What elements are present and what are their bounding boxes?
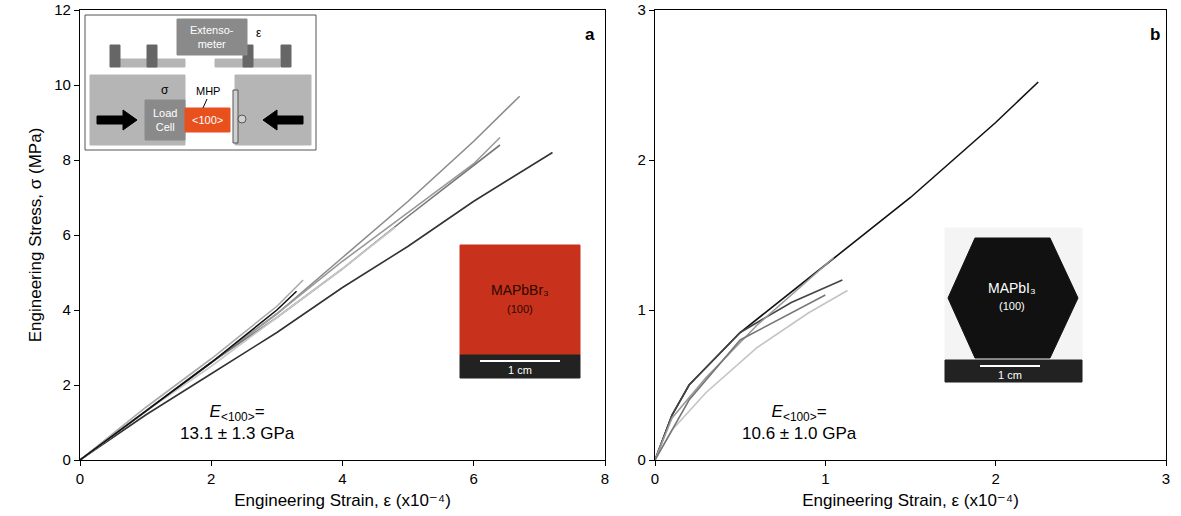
svg-text:1: 1 <box>638 301 646 318</box>
svg-text:0: 0 <box>63 451 71 468</box>
svg-text:1 cm: 1 cm <box>998 369 1022 381</box>
svg-text:2: 2 <box>638 151 646 168</box>
svg-text:6: 6 <box>470 470 478 487</box>
svg-text:MAPbBr₃: MAPbBr₃ <box>491 282 549 298</box>
svg-text:8: 8 <box>63 151 71 168</box>
svg-text:(100): (100) <box>507 303 533 315</box>
svg-text:a: a <box>585 25 595 44</box>
svg-text:0: 0 <box>638 451 646 468</box>
svg-text:4: 4 <box>338 470 346 487</box>
svg-text:E​<100>​=10.6 ± 1.0 GPa: E​<100>​=10.6 ± 1.0 GPa <box>742 402 857 443</box>
svg-text:3: 3 <box>638 1 646 18</box>
svg-text:1 cm: 1 cm <box>508 364 532 376</box>
svg-text:10: 10 <box>54 76 71 93</box>
svg-text:Engineering Stress, σ (MPa): Engineering Stress, σ (MPa) <box>26 128 45 343</box>
svg-text:Extenso-meter: Extenso-meter <box>190 24 234 50</box>
svg-text:4: 4 <box>63 301 71 318</box>
svg-text:MHP: MHP <box>196 85 220 97</box>
svg-text:σ: σ <box>161 83 169 97</box>
svg-text:0: 0 <box>76 470 84 487</box>
svg-text:b: b <box>1150 25 1160 44</box>
svg-text:2: 2 <box>63 376 71 393</box>
svg-text:(100): (100) <box>999 300 1025 312</box>
svg-text:<100>: <100> <box>192 114 223 126</box>
svg-text:6: 6 <box>63 226 71 243</box>
svg-text:2: 2 <box>991 470 999 487</box>
svg-text:8: 8 <box>601 470 609 487</box>
svg-text:1: 1 <box>821 470 829 487</box>
svg-text:LoadCell: LoadCell <box>153 107 177 133</box>
svg-text:MAPbI₃: MAPbI₃ <box>988 280 1036 296</box>
svg-text:12: 12 <box>54 1 71 18</box>
svg-text:3: 3 <box>1162 470 1170 487</box>
svg-text:Engineering Strain, ε (x10⁻⁴): Engineering Strain, ε (x10⁻⁴) <box>234 491 451 510</box>
svg-text:2: 2 <box>207 470 215 487</box>
svg-text:0: 0 <box>651 470 659 487</box>
svg-text:Engineering Strain, ε (x10⁻⁴): Engineering Strain, ε (x10⁻⁴) <box>802 491 1019 510</box>
svg-text:ε: ε <box>256 26 262 40</box>
svg-text:E​<100>​=13.1 ± 1.3 GPa: E​<100>​=13.1 ± 1.3 GPa <box>180 402 295 443</box>
